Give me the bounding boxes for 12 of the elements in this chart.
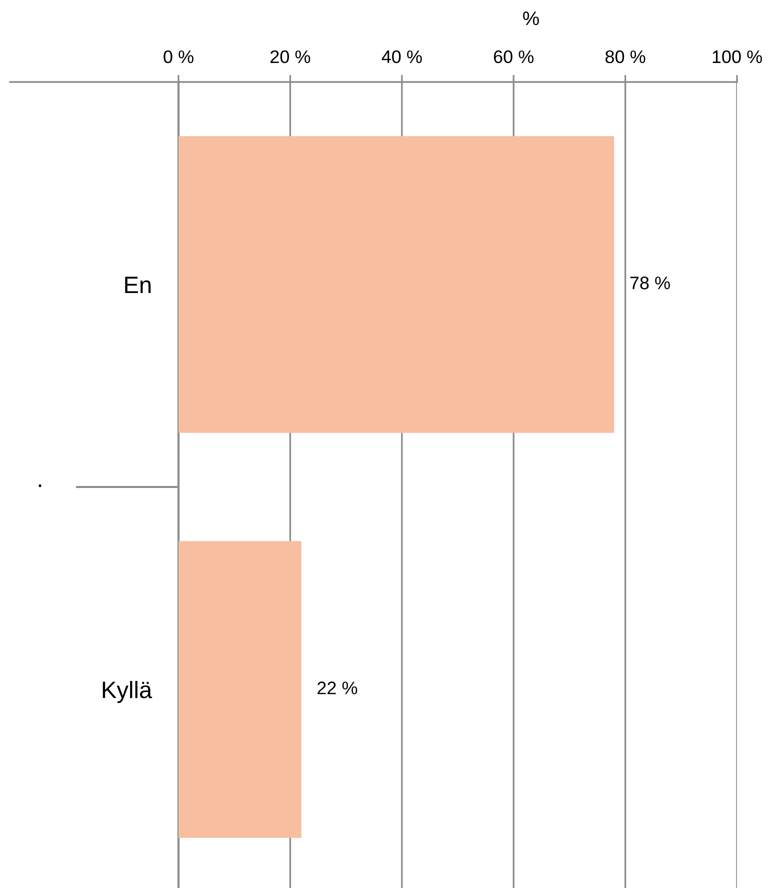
data-label: 78 % bbox=[630, 276, 670, 290]
y-tick-label: En bbox=[125, 276, 151, 294]
data-label: 22 % bbox=[318, 682, 358, 694]
x-tick-label: 0 % bbox=[164, 50, 194, 64]
x-tick-label: 100 % bbox=[712, 50, 762, 64]
y-tick-label: Kyllä bbox=[102, 680, 152, 703]
x-tick-label: 60 % bbox=[494, 50, 534, 64]
x-axis-title: % bbox=[523, 12, 539, 26]
x-tick-label: 20 % bbox=[270, 50, 310, 64]
x-tick-label: 80 % bbox=[606, 50, 646, 64]
x-tick-label: 40 % bbox=[382, 50, 422, 64]
text: . bbox=[38, 484, 42, 487]
